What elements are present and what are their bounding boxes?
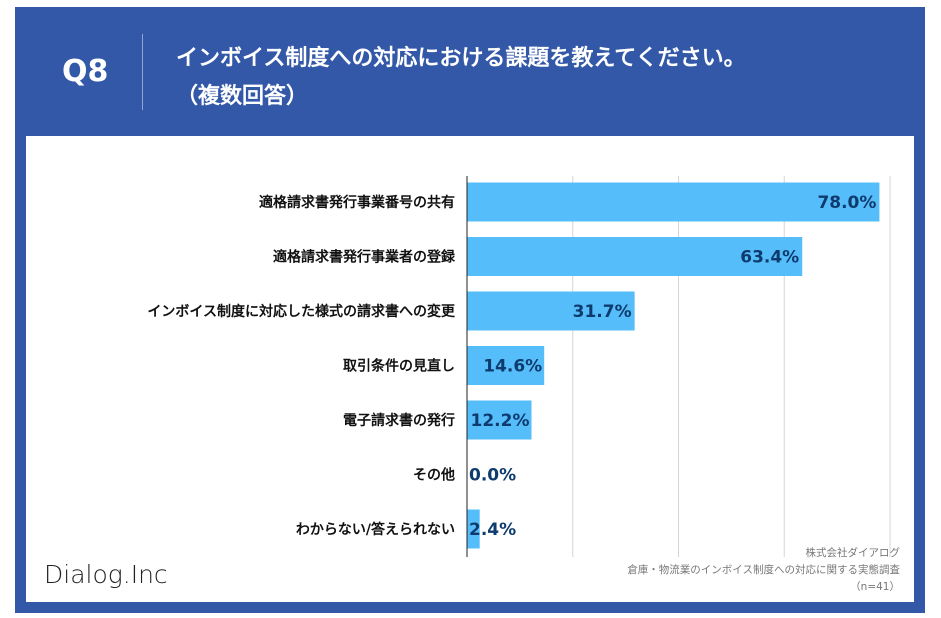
value-label: 63.4% [740, 248, 799, 268]
source-survey: 倉庫・物流業のインボイス制度への対応に関する実態調査 [627, 564, 900, 576]
bar [467, 182, 880, 222]
bar [467, 237, 803, 276]
value-label: 78.0% [817, 193, 876, 213]
category-label: 適格請求書発行事業番号の共有 [259, 194, 455, 211]
category-label: 取引条件の見直し [343, 358, 455, 375]
title-line-1: インボイス制度への対応における課題を教えてください。 [176, 46, 746, 71]
category-label: その他 [413, 467, 455, 484]
category-label: インボイス制度に対応した様式の請求書への変更 [147, 303, 456, 320]
bar [467, 291, 635, 331]
category-label: 適格請求書発行事業者の登録 [273, 249, 456, 266]
question-title: インボイス制度への対応における課題を教えてください。 （複数回答） [176, 40, 746, 116]
sample-size: （n=41） [850, 581, 900, 593]
value-label: 0.0% [469, 466, 516, 486]
category-label: 電子請求書の発行 [343, 412, 455, 429]
value-label: 2.4% [469, 520, 516, 540]
bar [467, 400, 532, 440]
company-logo: Dialog.Inc [44, 560, 168, 589]
source-note: 株式会社ダイアログ 倉庫・物流業のインボイス制度への対応に関する実態調査 （n=… [627, 545, 900, 596]
title-line-2: （複数回答） [176, 84, 309, 109]
header-divider [142, 34, 143, 110]
question-number: Q8 [62, 54, 109, 89]
value-label: 14.6% [483, 357, 542, 377]
value-label: 12.2% [471, 411, 530, 431]
category-label: わからない/答えられない [296, 521, 455, 538]
bar [467, 346, 545, 385]
value-label: 31.7% [573, 302, 632, 322]
source-company: 株式会社ダイアログ [805, 547, 901, 559]
bar [467, 509, 480, 549]
